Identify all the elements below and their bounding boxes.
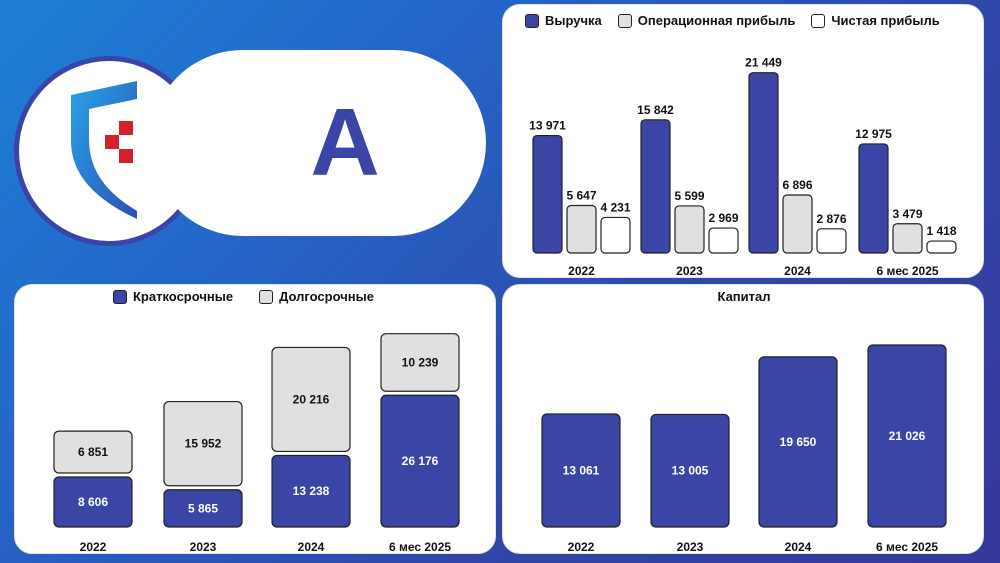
- capital-panel: Капитал 13 061 2022 13 005 2023 19 650 2024 21…: [502, 284, 984, 554]
- x-tick-label: 2024: [784, 264, 811, 278]
- bar-value-label: 13 061: [563, 463, 600, 477]
- legend-item-net: Чистая прибыль: [811, 13, 940, 28]
- bar-short-term: [163, 489, 243, 528]
- bar-short-term: [271, 454, 351, 528]
- bar-long-term: [271, 346, 351, 453]
- bar-Операционная прибыль: [782, 194, 813, 254]
- legend-label: Операционная прибыль: [637, 13, 796, 28]
- legend-swatch: [259, 289, 274, 304]
- capital-chart: 13 061 2022 13 005 2023 19 650 2024 21 026 6 ме…: [541, 344, 947, 554]
- x-tick-label: 2023: [677, 540, 704, 554]
- legend-item-operating: Операционная прибыль: [617, 13, 796, 28]
- bar-value-label: 15 842: [637, 103, 674, 117]
- bar-value-label: 2 876: [816, 212, 846, 226]
- bar-Выручка: [640, 119, 671, 254]
- bar-value-label: 4 231: [600, 200, 630, 214]
- legend-swatch: [113, 289, 127, 304]
- bar-value-label: 2 969: [708, 211, 738, 225]
- legend-item-short-term: Краткосрочные: [113, 289, 233, 304]
- legend-label: Долгосрочные: [279, 289, 374, 304]
- bar-value-label: 15 952: [185, 437, 222, 451]
- bar-value-label: 5 865: [188, 501, 218, 515]
- legend-label: Чистая прибыль: [831, 13, 940, 28]
- bar-value-label: 21 026: [889, 429, 926, 443]
- legend-swatch: [617, 13, 632, 28]
- bar-long-term: [53, 430, 133, 474]
- bar-value-label: 26 176: [402, 454, 439, 468]
- x-tick-label: 6 мес 2025: [876, 264, 938, 278]
- bar-value-label: 6 896: [782, 178, 812, 192]
- rating-pill: [150, 50, 486, 236]
- bar-value-label: 19 650: [780, 435, 817, 449]
- bar-capital: [867, 344, 947, 528]
- bar-long-term: [380, 333, 460, 392]
- legend-item-revenue: Выручка: [525, 13, 602, 28]
- bar-capital: [650, 413, 730, 528]
- bar-Чистая прибыль: [926, 240, 957, 254]
- bar-Операционная прибыль: [566, 204, 597, 254]
- bar-Выручка: [858, 143, 889, 254]
- legend-label: Краткосрочные: [133, 289, 234, 304]
- debt-chart: 8 606 6 851 2022 5 865 15 952 2023 13 238 20 21…: [53, 333, 460, 554]
- company-logo-icon: [71, 81, 137, 219]
- debt-panel: Краткосрочные Долгосрочные 8 606 6 851 202…: [14, 284, 496, 554]
- bar-value-label: 13 971: [529, 119, 566, 133]
- x-tick-label: 2024: [298, 540, 325, 554]
- bar-value-label: 12 975: [855, 127, 892, 141]
- bar-value-label: 10 239: [402, 355, 439, 369]
- x-tick-label: 2023: [676, 264, 703, 278]
- bar-Выручка: [748, 72, 779, 254]
- bar-value-label: 5 647: [566, 189, 596, 203]
- bar-value-label: 13 238: [293, 484, 330, 498]
- legend-item-long-term: Долгосрочные: [259, 289, 374, 304]
- revenue-panel: Выручка Операционная прибыль Чистая приб…: [502, 4, 984, 278]
- bar-capital: [541, 413, 621, 528]
- bar-value-label: 1 418: [926, 224, 956, 238]
- bar-Операционная прибыль: [892, 223, 923, 254]
- revenue-legend: Выручка Операционная прибыль Чистая приб…: [525, 13, 956, 28]
- bar-Выручка: [532, 134, 563, 254]
- legend-label: Выручка: [545, 13, 602, 28]
- rating-letter: A: [310, 89, 380, 196]
- x-tick-label: 2022: [568, 540, 595, 554]
- bar-value-label: 5 599: [674, 189, 704, 203]
- bar-Чистая прибыль: [600, 216, 631, 254]
- bar-Чистая прибыль: [816, 228, 847, 254]
- capital-title: Капитал: [717, 289, 771, 304]
- bar-capital: [758, 356, 838, 528]
- bar-value-label: 13 005: [672, 464, 709, 478]
- bar-value-label: 21 449: [745, 56, 782, 70]
- bar-short-term: [380, 394, 460, 528]
- x-tick-label: 6 мес 2025: [389, 540, 451, 554]
- bar-value-label: 6 851: [78, 445, 108, 459]
- bar-Чистая прибыль: [708, 227, 739, 254]
- legend-swatch: [811, 13, 826, 28]
- bar-value-label: 3 479: [892, 207, 922, 221]
- bar-short-term: [53, 476, 133, 528]
- x-tick-label: 2024: [785, 540, 812, 554]
- x-tick-label: 2022: [568, 264, 595, 278]
- bar-Операционная прибыль: [674, 205, 705, 254]
- bar-long-term: [163, 400, 243, 487]
- x-tick-label: 2023: [190, 540, 217, 554]
- x-tick-label: 6 мес 2025: [876, 540, 938, 554]
- x-tick-label: 2022: [80, 540, 107, 554]
- revenue-chart: 13 971 5 647 4 231 2022 15 842 5 599 2 969 2023…: [529, 56, 957, 278]
- bar-value-label: 20 216: [293, 392, 330, 406]
- legend-swatch: [525, 13, 539, 28]
- bar-value-label: 8 606: [78, 495, 108, 509]
- debt-legend: Краткосрочные Долгосрочные: [113, 289, 390, 304]
